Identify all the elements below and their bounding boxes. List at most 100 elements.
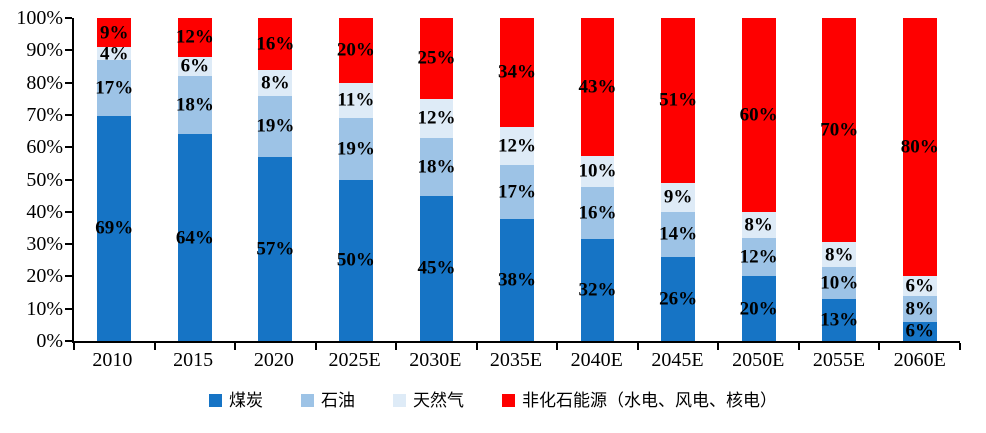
x-axis-tick — [878, 343, 881, 350]
x-axis-tick — [717, 343, 720, 350]
y-axis-label: 30% — [26, 233, 63, 256]
plot-area: 69% 17% 4% 9% 64% 18% 6% 12% 57% 19% 8% 16% 50% 19% 11… — [65, 17, 961, 350]
data-label: 16% — [256, 33, 295, 55]
x-axis-label: 2010 — [92, 349, 133, 371]
bar-segment-coal: 38% — [498, 219, 536, 341]
bar-column-2050E: 20% 12% 8% 60% — [718, 18, 799, 341]
stacked-bar: 50% 19% 11% 20% — [336, 18, 375, 341]
data-label: 8% — [824, 244, 854, 266]
bar-segment-oil: 8% — [902, 295, 937, 322]
bar-column-2015: 64% 18% 6% 12% — [155, 18, 236, 341]
bar-segment-nonfossil: 60% — [739, 18, 778, 212]
data-label: 19% — [256, 115, 295, 137]
data-label: 17% — [95, 77, 134, 99]
x-axis-label: 2030E — [409, 349, 462, 371]
x-axis-label: 2045E — [651, 349, 704, 371]
data-label: 60% — [739, 104, 778, 126]
data-label: 12% — [739, 246, 778, 268]
stacked-bar: 57% 19% 8% 16% — [256, 17, 295, 341]
data-label: 20% — [739, 298, 778, 320]
bar-segment-coal: 57% — [256, 156, 295, 341]
x-axis-label: 2050E — [732, 349, 785, 371]
bar-segment-gas: 8% — [258, 69, 293, 96]
y-axis-label: 50% — [26, 168, 63, 191]
data-label: 8% — [905, 298, 934, 320]
y-axis-label: 40% — [26, 200, 63, 223]
legend-swatch-oil — [301, 394, 314, 407]
data-label: 6% — [905, 320, 934, 342]
x-axis-tick — [797, 343, 800, 350]
bar-segment-gas: 6% — [902, 275, 937, 297]
data-label: 17% — [498, 181, 536, 203]
bar-segment-gas: 8% — [822, 241, 857, 268]
legend-item-oil: 石油 — [301, 392, 355, 409]
bar-segment-oil: 19% — [256, 95, 295, 157]
y-axis: 0% 10% 20% 30% 40% 50% 60% 70% 80% 90% 100% — [0, 8, 63, 351]
data-label: 9% — [100, 22, 129, 44]
data-label: 70% — [820, 119, 859, 141]
data-label: 6% — [905, 275, 934, 297]
bar-segment-coal: 6% — [902, 320, 937, 342]
bar-segment-nonfossil: 20% — [337, 18, 375, 83]
data-label: 9% — [663, 186, 693, 208]
data-label: 11% — [337, 89, 375, 111]
bar-segment-coal: 26% — [659, 257, 698, 341]
bar-column-2025E: 50% 19% 11% 20% — [316, 18, 397, 341]
y-axis-tick — [65, 81, 72, 84]
stacked-bar: 6% 8% 6% 80% — [900, 18, 939, 342]
data-label: 26% — [659, 288, 698, 310]
bar-column-2060E: 6% 8% 6% 80% — [879, 18, 960, 341]
legend-swatch-gas — [393, 394, 406, 407]
y-axis-tick — [65, 340, 72, 342]
bar-segment-gas: 12% — [498, 126, 536, 166]
bar-segment-oil: 18% — [175, 76, 214, 135]
bar-segment-nonfossil: 51% — [659, 18, 698, 183]
x-axis-tick — [73, 343, 75, 350]
bar-segment-oil: 17% — [95, 60, 134, 116]
data-label: 80% — [900, 136, 939, 158]
stacked-bar: 64% 18% 6% 12% — [175, 18, 214, 341]
bar-segment-oil: 19% — [336, 118, 375, 180]
y-axis-label: 60% — [26, 136, 63, 159]
bar-column-2020: 57% 19% 8% 16% — [235, 17, 316, 341]
bar-segment-nonfossil: 25% — [417, 18, 455, 99]
y-axis-tick — [65, 146, 72, 149]
legend-item-nonfossil: 非化石能源（水电、风电、核电） — [502, 392, 777, 409]
legend-label: 石油 — [321, 391, 355, 410]
data-label: 57% — [256, 238, 295, 260]
bar-segment-gas: 4% — [97, 44, 132, 63]
bar-segment-coal: 69% — [95, 115, 134, 341]
y-axis-tick — [65, 49, 72, 52]
data-label: 14% — [659, 223, 698, 245]
legend-swatch-coal — [209, 394, 222, 407]
data-label: 43% — [578, 76, 617, 98]
y-axis-label: 0% — [36, 330, 63, 352]
x-axis-tick — [314, 343, 317, 350]
data-label: 51% — [659, 89, 698, 111]
x-axis-label: 2040E — [570, 349, 623, 371]
bar-column-2010: 69% 17% 4% 9% — [74, 18, 155, 341]
bar-column-2030E: 45% 18% 12% 25% — [396, 18, 477, 341]
x-axis: 2010 2015 2020 2025E 2030E 2035E 2040E 2045E 205… — [72, 348, 960, 372]
bar-segment-coal: 13% — [820, 299, 858, 341]
x-axis-label: 2055E — [812, 349, 866, 371]
data-label: 50% — [336, 249, 375, 271]
x-axis-label: 2025E — [328, 349, 381, 371]
bar-segment-nonfossil: 43% — [578, 17, 617, 156]
data-label: 19% — [336, 138, 375, 160]
y-axis-label: 20% — [26, 265, 63, 288]
data-label: 45% — [417, 257, 456, 279]
bar-segment-gas: 11% — [337, 82, 375, 119]
x-axis-label: 2020 — [253, 349, 294, 371]
data-label: 18% — [175, 94, 214, 116]
legend-item-gas: 天然气 — [393, 392, 464, 409]
bar-segment-coal: 20% — [739, 276, 778, 341]
bar-column-2045E: 26% 14% 9% 51% — [638, 18, 719, 341]
bar-column-2040E: 32% 16% 10% 43% — [557, 17, 638, 341]
bar-segment-coal: 50% — [336, 179, 375, 341]
data-label: 8% — [261, 72, 290, 94]
data-label: 64% — [175, 227, 214, 249]
bar-segment-oil: 10% — [820, 267, 858, 300]
y-axis-label: 70% — [26, 103, 63, 126]
data-label: 69% — [95, 217, 134, 239]
